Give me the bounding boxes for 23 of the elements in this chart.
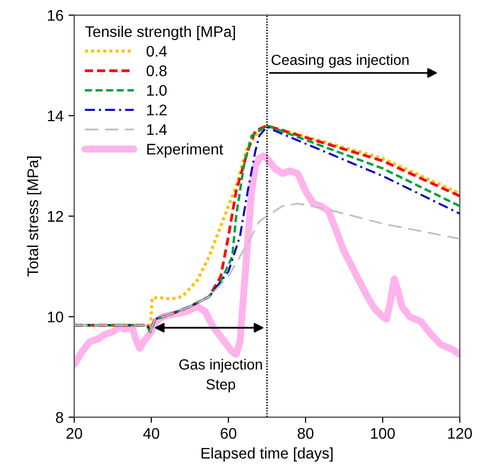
x-tick-label: 40	[143, 428, 160, 439]
legend-label: Experiment	[147, 143, 224, 158]
x-tick-label: 100	[371, 428, 395, 439]
legend-label: 0.8	[146, 65, 167, 76]
x-tick-label: 120	[448, 428, 472, 439]
annotation: Gas injection Step	[179, 358, 262, 392]
y-axis-title: Total stress [MPa]	[27, 156, 42, 277]
y-tick-label: 12	[48, 211, 64, 222]
x-tick-label: 60	[220, 428, 236, 439]
legend-label: 1.0	[147, 85, 167, 96]
x-tick-label: 80	[298, 428, 314, 439]
x-axis-title: Elapsed time [days]	[202, 447, 333, 462]
y-tick-label: 14	[48, 110, 64, 122]
legend-label: 1.2	[147, 104, 166, 116]
legend-label: 0.4	[146, 46, 167, 57]
legend-label: 1.4	[147, 124, 167, 135]
line-series	[74, 202, 460, 333]
y-tick-label: 10	[48, 312, 64, 322]
legend-title: Tensile strength [MPa]	[85, 26, 235, 40]
y-tick-label: 8	[56, 412, 64, 423]
x-tick-label: 20	[66, 428, 82, 439]
annotation: Ceasing gas injection	[272, 54, 409, 68]
y-tick-label: 16	[48, 10, 64, 21]
